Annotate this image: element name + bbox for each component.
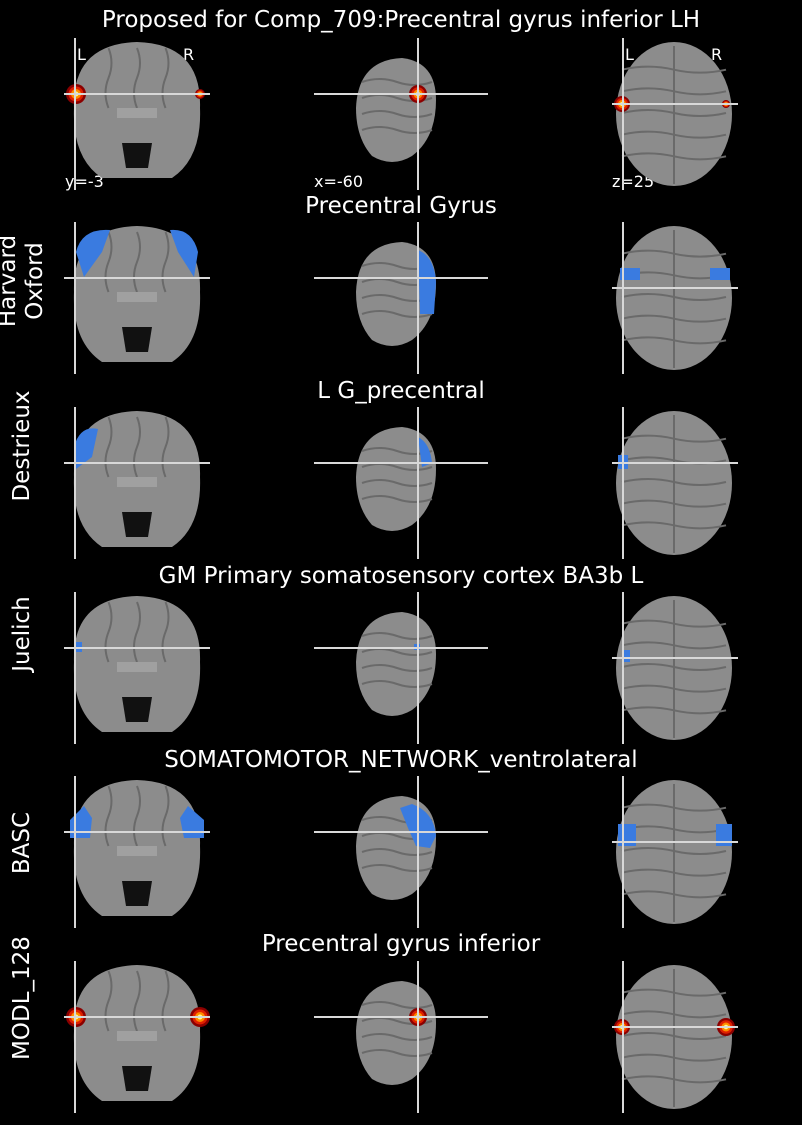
sagittal-slice-row-0 bbox=[314, 38, 488, 190]
coord-sagittal-label: x=-60 bbox=[314, 172, 364, 191]
coronal-slice-row-3 bbox=[64, 592, 210, 744]
axial-slice-row-0 bbox=[612, 38, 738, 190]
atlas-overlay-right bbox=[710, 268, 730, 280]
orient-left-label-coronal: L bbox=[77, 45, 86, 64]
atlas-overlay-left bbox=[76, 229, 110, 277]
coronal-slice-row-2 bbox=[64, 407, 210, 559]
region-title-basc: SOMATOMOTOR_NETWORK_ventrolateral bbox=[164, 747, 638, 773]
atlas-overlay-right bbox=[716, 824, 732, 846]
coronal-slice-row-4 bbox=[64, 776, 210, 928]
sagittal-slice-row-3 bbox=[314, 592, 488, 744]
coronal-slice-row-1 bbox=[64, 222, 210, 374]
atlas-overlay bbox=[418, 437, 432, 467]
atlas-overlay-left bbox=[622, 650, 630, 662]
region-title-modl: Precentral gyrus inferior bbox=[261, 931, 541, 957]
sagittal-slice-row-5 bbox=[314, 961, 488, 1113]
atlas-overlay-left bbox=[620, 268, 640, 280]
atlas-label-juelich: Juelich bbox=[8, 596, 35, 672]
atlas-overlay bbox=[418, 250, 436, 314]
atlas-label-destrieux: Destrieux bbox=[8, 390, 35, 502]
axial-slice-row-3 bbox=[612, 592, 738, 744]
sagittal-slice-row-1 bbox=[314, 222, 488, 374]
axial-slice-row-1 bbox=[612, 222, 738, 374]
sagittal-slice-row-2 bbox=[314, 407, 488, 559]
coronal-slice-row-0 bbox=[64, 38, 210, 190]
figure-title: Proposed for Comp_709:Precentral gyrus i… bbox=[101, 7, 701, 33]
coronal-slice-row-5 bbox=[64, 961, 210, 1113]
atlas-overlay-right bbox=[180, 806, 204, 838]
orient-right-label-coronal: R bbox=[183, 45, 195, 64]
axial-slice-row-4 bbox=[612, 776, 738, 928]
sagittal-slice-row-4 bbox=[314, 776, 488, 928]
region-title-destrieux: L G_precentral bbox=[317, 378, 485, 404]
atlas-overlay-left bbox=[74, 428, 98, 469]
atlas-label-modl: MODL_128 bbox=[8, 936, 35, 1060]
orient-right-label-axial: R bbox=[711, 45, 723, 64]
region-title-juelich: GM Primary somatosensory cortex BA3b L bbox=[158, 563, 644, 589]
atlas-overlay-right bbox=[170, 229, 198, 277]
region-title-harvard-oxford: Precentral Gyrus bbox=[305, 193, 497, 219]
axial-slice-row-5 bbox=[612, 961, 738, 1113]
orient-left-label-axial: L bbox=[625, 45, 634, 64]
axial-slice-row-2 bbox=[612, 407, 738, 559]
